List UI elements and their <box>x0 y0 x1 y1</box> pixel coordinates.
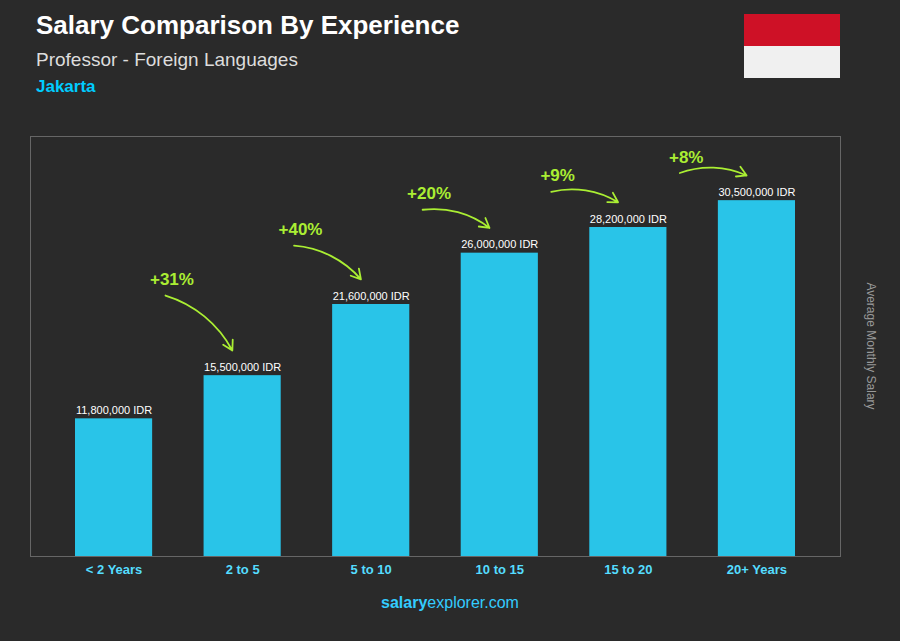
svg-text:11,800,000 IDR: 11,800,000 IDR <box>76 404 152 416</box>
svg-text:+40%: +40% <box>279 220 323 239</box>
svg-text:30,500,000 IDR: 30,500,000 IDR <box>718 186 795 198</box>
svg-text:10 to 15: 10 to 15 <box>476 562 524 577</box>
svg-text:5 to 10: 5 to 10 <box>351 562 392 577</box>
svg-text:+8%: +8% <box>669 148 704 167</box>
svg-text:20+ Years: 20+ Years <box>727 562 787 577</box>
html-text:Salary Comparison By Experienc: Salary Comparison By Experience <box>36 10 460 40</box>
svg-text:Average Monthly Salary: Average Monthly Salary <box>864 282 878 409</box>
svg-text:21,600,000 IDR: 21,600,000 IDR <box>333 290 410 302</box>
svg-text:2 to 5: 2 to 5 <box>226 562 260 577</box>
html-text:Professor - Foreign Languages: Professor - Foreign Languages <box>36 49 298 70</box>
svg-text:+20%: +20% <box>407 184 451 203</box>
svg-text:26,000,000 IDR: 26,000,000 IDR <box>461 238 538 250</box>
svg-text:< 2 Years: < 2 Years <box>86 562 143 577</box>
svg-text:28,200,000 IDR: 28,200,000 IDR <box>590 213 667 225</box>
html-text:salary explorer.com: salary explorer.com <box>381 594 519 611</box>
svg-text:+31%: +31% <box>150 270 194 289</box>
html-text:Jakarta: Jakarta <box>36 77 96 96</box>
svg-text:15,500,000 IDR: 15,500,000 IDR <box>204 361 281 373</box>
svg-text:+9%: +9% <box>540 166 575 185</box>
svg-text:15 to 20: 15 to 20 <box>604 562 652 577</box>
